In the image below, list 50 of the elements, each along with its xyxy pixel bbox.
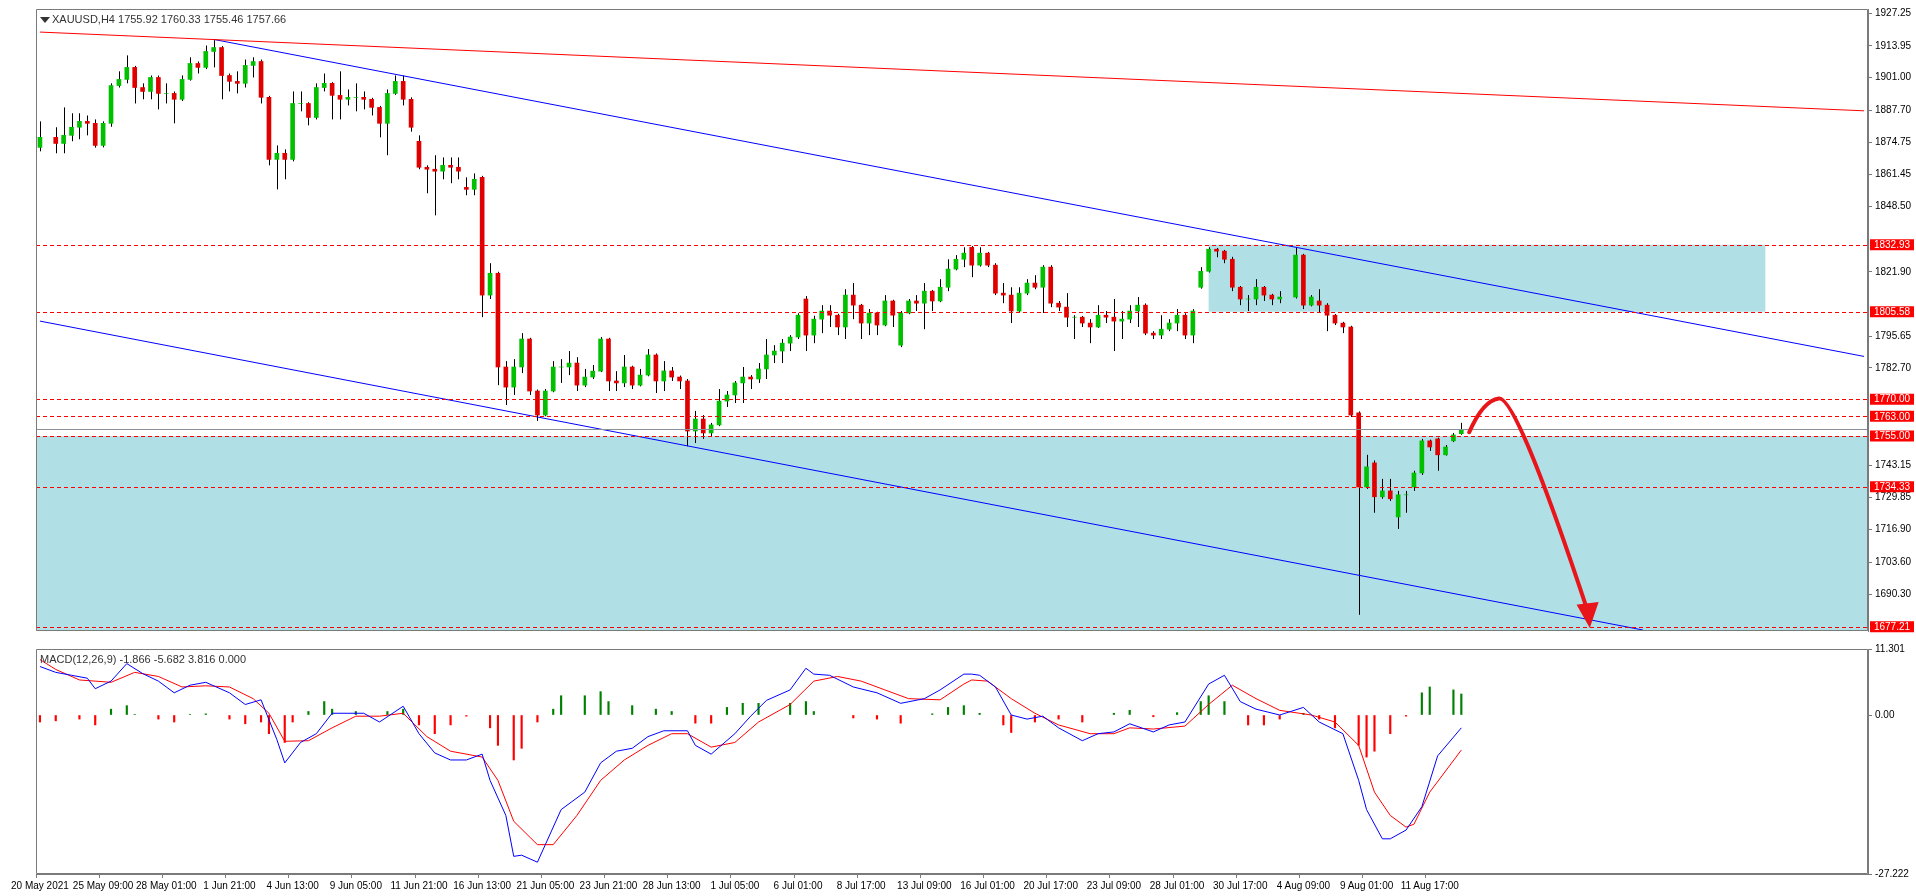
y-tick-label: 1743.15 bbox=[1875, 458, 1912, 470]
x-tick-label: 16 Jul 01:00 bbox=[960, 879, 1016, 891]
ref-line-label: 1677.21 bbox=[1873, 621, 1911, 633]
ref-line-label: 1734.33 bbox=[1873, 480, 1911, 492]
chart-title: XAUUSD,H4 1755.92 1760.33 1755.46 1757.66 bbox=[52, 12, 287, 25]
x-tick-label: 20 May 2021 bbox=[11, 879, 70, 891]
y-tick-label: 1690.30 bbox=[1875, 588, 1912, 600]
x-tick-label: 21 Jun 05:00 bbox=[516, 879, 575, 891]
y-tick-label: 1795.65 bbox=[1875, 329, 1912, 341]
y-tick-label: 1703.60 bbox=[1875, 555, 1912, 567]
y-tick-label: 1927.25 bbox=[1875, 7, 1912, 19]
x-tick-label: 25 May 09:00 bbox=[72, 879, 134, 891]
y-tick-label: 1716.90 bbox=[1875, 523, 1912, 535]
ref-line-label: 1755.00 bbox=[1873, 430, 1911, 442]
x-tick-label: 4 Jun 13:00 bbox=[266, 879, 320, 891]
x-tick-label: 13 Jul 09:00 bbox=[897, 879, 953, 891]
ref-line-label: 1770.00 bbox=[1873, 393, 1911, 405]
x-tick-label: 4 Aug 09:00 bbox=[1276, 879, 1331, 891]
y-tick-label: -27.222 bbox=[1875, 867, 1910, 879]
x-tick-label: 1 Jun 21:00 bbox=[203, 879, 257, 891]
x-tick-label: 11 Jun 21:00 bbox=[390, 879, 448, 891]
y-tick-label: 1887.70 bbox=[1875, 104, 1912, 116]
y-tick-label: 1861.45 bbox=[1875, 168, 1912, 180]
x-tick-label: 20 Jul 17:00 bbox=[1023, 879, 1079, 891]
x-tick-label: 28 Jun 13:00 bbox=[642, 879, 702, 891]
y-tick-label: 1874.75 bbox=[1875, 135, 1912, 147]
ref-line-label: 1832.93 bbox=[1873, 238, 1911, 250]
y-tick-label: 0.00 bbox=[1875, 708, 1895, 720]
x-tick-label: 8 Jul 17:00 bbox=[836, 879, 887, 891]
y-tick-label: 1848.50 bbox=[1875, 200, 1912, 212]
chart-title: MACD(12,26,9) -1.866 -5.682 3.816 0.000 bbox=[40, 652, 247, 665]
y-tick-label: 1782.70 bbox=[1875, 361, 1912, 373]
x-tick-label: 1 Jul 05:00 bbox=[710, 879, 760, 891]
x-tick-label: 6 Jul 01:00 bbox=[773, 879, 823, 891]
x-tick-label: 16 Jun 13:00 bbox=[453, 879, 512, 891]
x-tick-label: 11 Aug 17:00 bbox=[1400, 879, 1460, 891]
ref-line-label: 1805.58 bbox=[1873, 306, 1911, 318]
y-tick-label: 1729.85 bbox=[1875, 491, 1912, 503]
x-tick-label: 30 Jul 17:00 bbox=[1212, 879, 1268, 891]
y-tick-label: 11.301 bbox=[1875, 642, 1906, 654]
y-tick-label: 1901.00 bbox=[1875, 71, 1912, 83]
x-tick-label: 28 May 01:00 bbox=[135, 879, 198, 891]
y-tick-label: 1821.90 bbox=[1875, 265, 1912, 277]
x-tick-label: 23 Jul 09:00 bbox=[1086, 879, 1142, 891]
ref-line-label: 1763.00 bbox=[1873, 410, 1911, 422]
y-tick-label: 1913.95 bbox=[1875, 39, 1912, 51]
x-tick-label: 23 Jun 21:00 bbox=[579, 879, 638, 891]
x-tick-label: 9 Jun 05:00 bbox=[329, 879, 383, 891]
x-tick-label: 9 Aug 01:00 bbox=[1339, 879, 1394, 891]
x-tick-label: 28 Jul 01:00 bbox=[1149, 879, 1205, 891]
